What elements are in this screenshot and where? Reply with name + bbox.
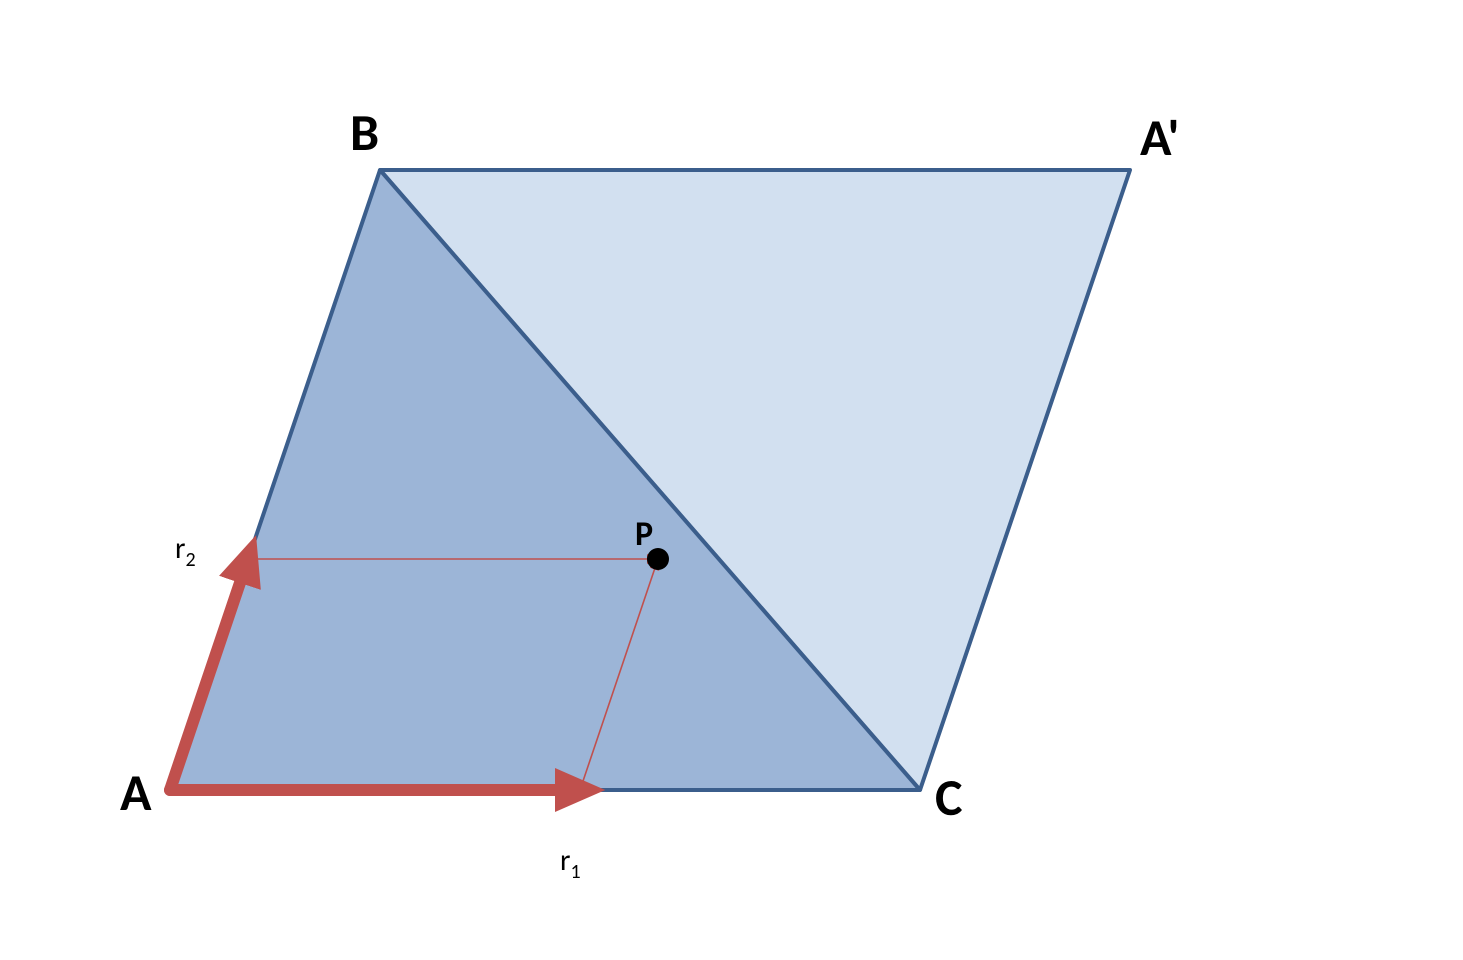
label-a-prime: A' xyxy=(1140,105,1180,169)
label-p: P xyxy=(635,514,653,555)
label-c: C xyxy=(935,765,963,829)
label-b: B xyxy=(350,100,379,164)
label-a: A xyxy=(120,760,152,824)
label-r2: r2 xyxy=(175,530,196,572)
label-r1: r1 xyxy=(560,842,581,884)
